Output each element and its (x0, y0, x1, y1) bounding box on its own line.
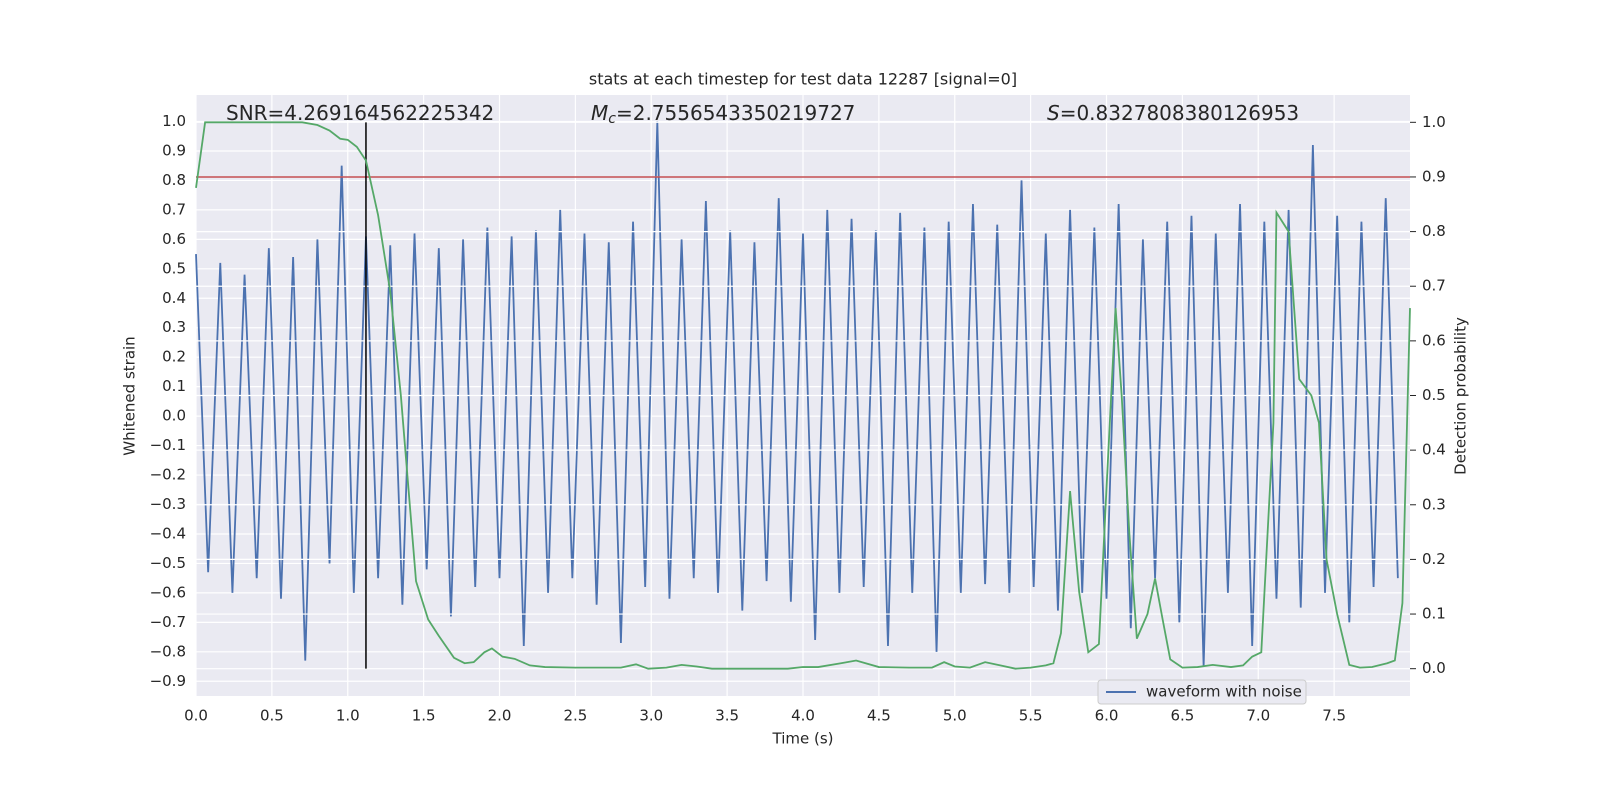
y2-tick-label: 0.3 (1422, 495, 1446, 513)
series-line (195, 121, 1411, 670)
series-line (195, 121, 1399, 667)
y-tick-label: 0.5 (162, 259, 186, 277)
x-tick-label: 3.0 (639, 707, 663, 725)
y-tick-label: 0.6 (162, 230, 186, 248)
y2-tick-label: 0.5 (1422, 386, 1446, 404)
x-tick-label: 2.0 (488, 707, 512, 725)
legend-box (1097, 679, 1307, 705)
y2-tick-label: 0.7 (1422, 277, 1446, 295)
annotation: Mc=2.7556543350219727 (591, 101, 855, 128)
y2-tick-label: 0.9 (1422, 167, 1446, 185)
annotation-text: =2.7556543350219727 (616, 101, 855, 125)
legend-label: waveform with noise (1146, 683, 1302, 701)
y2-tick-label: 0.4 (1422, 441, 1446, 459)
y-tick-label: 0.3 (162, 318, 186, 336)
y2-tick-label: 0.0 (1422, 659, 1446, 677)
y-tick-label: 0.7 (162, 200, 186, 218)
y-tick-label: −0.4 (150, 524, 186, 542)
y2-tick-label: 0.6 (1422, 331, 1446, 349)
y-tick-label: −0.8 (150, 642, 186, 660)
y-tick-label: −0.5 (150, 554, 186, 572)
y-tick-label: −0.9 (150, 672, 186, 690)
annotation-text: SNR=4.269164562225342 (226, 101, 494, 125)
x-tick-label: 7.0 (1246, 707, 1270, 725)
y-tick-label: −0.3 (150, 495, 186, 513)
y-tick-label: 0.9 (162, 141, 186, 159)
chart-title: stats at each timestep for test data 122… (589, 70, 1017, 89)
y-tick-label: 0.2 (162, 348, 186, 366)
x-tick-label: 7.5 (1322, 707, 1346, 725)
x-tick-label: 5.0 (943, 707, 967, 725)
x-axis-label: Time (s) (772, 730, 834, 748)
y-tick-label: −0.6 (150, 583, 186, 601)
annotation-subscript: c (608, 111, 616, 127)
y-tick-label: 0.0 (162, 407, 186, 425)
y2-tick-label: 1.0 (1422, 113, 1446, 131)
x-tick-label: 5.5 (1019, 707, 1043, 725)
annotation-text: =0.8327808380126953 (1060, 101, 1299, 125)
annotation-symbol: S (1047, 101, 1060, 125)
x-tick-label: 1.0 (336, 707, 360, 725)
annotation: S=0.8327808380126953 (1047, 101, 1299, 125)
x-tick-label: 3.5 (715, 707, 739, 725)
x-tick-label: 6.0 (1095, 707, 1119, 725)
x-tick-label: 2.5 (563, 707, 587, 725)
y-tick-label: 1.0 (162, 112, 186, 130)
x-tick-label: 0.5 (260, 707, 284, 725)
y-tick-label: −0.2 (150, 466, 186, 484)
x-tick-label: 4.0 (791, 707, 815, 725)
x-tick-label: 1.5 (412, 707, 436, 725)
y-tick-label: −0.1 (150, 436, 186, 454)
x-tick-label: 0.0 (184, 707, 208, 725)
y2-tick-label: 0.2 (1422, 550, 1446, 568)
annotation-symbol: M (591, 101, 608, 125)
x-tick-label: 6.5 (1170, 707, 1194, 725)
x-tick-label: 4.5 (867, 707, 891, 725)
y2-axis-label: Detection probability (1452, 317, 1470, 475)
y-tick-label: 0.8 (162, 171, 186, 189)
y2-tick-label: 0.1 (1422, 605, 1446, 623)
annotation: SNR=4.269164562225342 (226, 101, 494, 125)
y-axis-label: Whitened strain (121, 336, 139, 455)
y-tick-label: 0.1 (162, 377, 186, 395)
y-tick-label: 0.4 (162, 289, 186, 307)
y-tick-label: −0.7 (150, 613, 186, 631)
y2-tick-label: 0.8 (1422, 222, 1446, 240)
